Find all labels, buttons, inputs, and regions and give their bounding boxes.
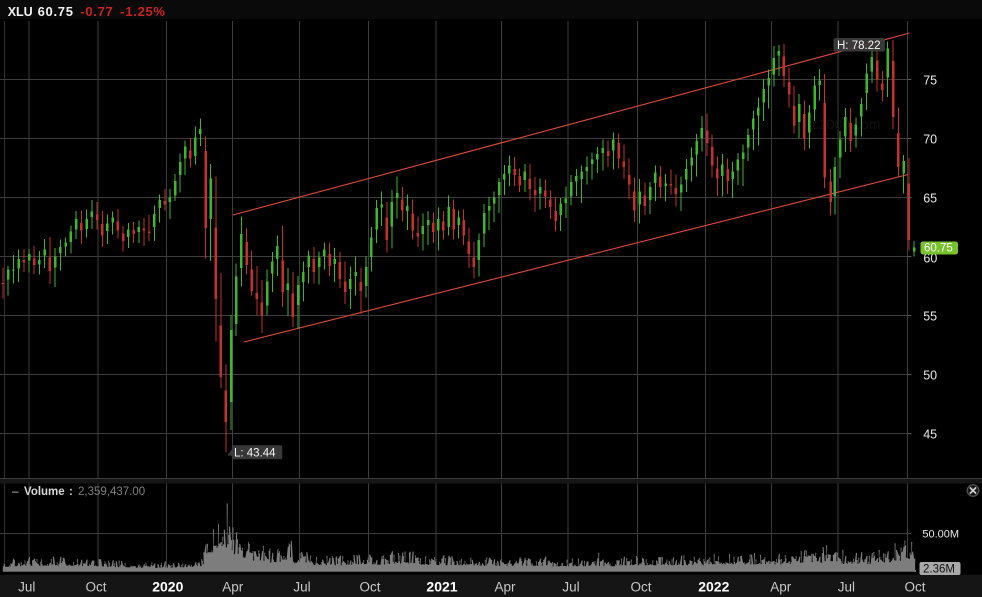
svg-text:2.36M: 2.36M <box>923 563 955 575</box>
svg-text:60.75: 60.75 <box>38 4 74 19</box>
svg-text:–: – <box>12 486 19 498</box>
svg-text:50: 50 <box>923 369 937 383</box>
svg-text:45: 45 <box>923 428 937 442</box>
svg-text:Oct: Oct <box>904 580 925 595</box>
svg-text:H: 78.22: H: 78.22 <box>837 40 880 52</box>
svg-text:65: 65 <box>923 191 937 205</box>
svg-text:Jul: Jul <box>18 580 35 595</box>
svg-text:60: 60 <box>923 251 937 265</box>
svg-text:Apr: Apr <box>222 580 244 595</box>
svg-text:Oct: Oct <box>630 580 651 595</box>
svg-text:60.75: 60.75 <box>924 243 953 255</box>
svg-text:2020: 2020 <box>152 579 183 595</box>
svg-text:55: 55 <box>923 310 937 324</box>
svg-text:Oct: Oct <box>359 580 380 595</box>
svg-text:2,359,437.00: 2,359,437.00 <box>78 486 145 498</box>
svg-text:-1.25%: -1.25% <box>120 4 165 19</box>
svg-text:2021: 2021 <box>426 579 457 595</box>
svg-text:50.00M: 50.00M <box>922 528 959 540</box>
svg-text::: : <box>69 486 73 498</box>
svg-text:Jul: Jul <box>838 580 855 595</box>
svg-text:Oct: Oct <box>85 580 106 595</box>
svg-text:Apr: Apr <box>494 580 516 595</box>
svg-text:L: 43.44: L: 43.44 <box>234 447 276 459</box>
svg-text:2022: 2022 <box>698 579 729 595</box>
svg-text:-0.77: -0.77 <box>80 4 113 19</box>
svg-text:Jul: Jul <box>562 580 579 595</box>
svg-text:XLU: XLU <box>8 5 33 19</box>
svg-text:75: 75 <box>923 73 937 87</box>
svg-text:Jul: Jul <box>293 580 310 595</box>
svg-text:70: 70 <box>923 132 937 146</box>
svg-text:Apr: Apr <box>770 580 792 595</box>
svg-text:Volume: Volume <box>24 486 65 498</box>
